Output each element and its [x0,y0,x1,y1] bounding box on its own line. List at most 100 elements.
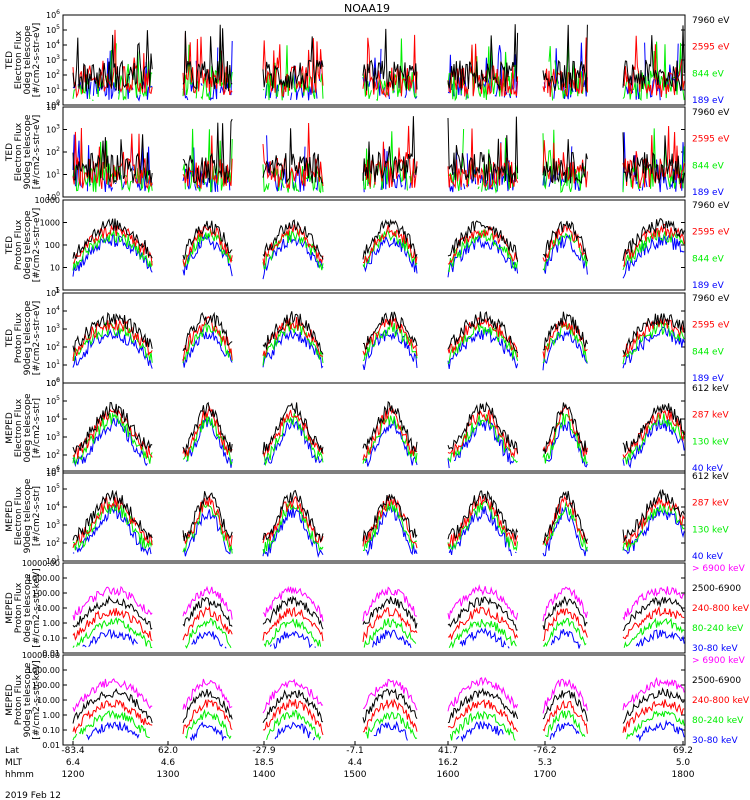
y-tick-label: 102 [46,449,60,460]
panel-frame [62,382,686,474]
legend-entry: 2500-6900 [692,676,741,686]
panel-8: MEPED Proton Flux 90deg telescope [#/cm2-s-… [5,651,750,750]
series-line [72,416,685,469]
series-line [85,719,685,743]
y-axis-label-line: 90deg telescope [23,114,33,189]
y-axis-label-line: 90deg telescope [23,300,33,375]
panel-5: MEPED Electron Flux 0deg telescope [#/cm2-s… [5,377,729,478]
legend-entry: 612 keV [692,384,729,394]
series-line [72,605,685,643]
legend: 7960 eV 2595 eV 844 eV 189 eV [692,201,730,291]
bottom-tick-label: 4.6 [161,758,176,768]
y-tick-label: 1 [55,286,60,295]
panel-2: TED Electron Flux 90deg telescope [#/cm2-s-… [5,101,730,202]
legend: 612 keV 287 keV 130 keV 40 keV [692,384,729,474]
y-tick-label: 106 [46,465,60,476]
y-axis-label: MEPED Electron Flux 90deg telescope [#/cm2-… [5,478,42,553]
y-axis-label-line: 90deg telescope [23,662,33,737]
y-axis-label-line: Electron Flux [14,30,24,89]
y-axis-label-line: 0deg telescope [23,573,33,643]
bottom-row-label: Lat [5,746,20,756]
panel-frame [62,654,686,746]
y-axis-label-line: [#/cm2-s-str-eV] [32,208,42,283]
y-axis-label-line: [#/cm2-s-str-keV] [32,660,42,739]
panel-4: TED Proton Flux 90deg telescope [#/cm2-s-st… [5,287,730,388]
y-axis-label-line: TED [5,329,15,348]
series-trace [72,122,685,190]
series-line [72,233,685,280]
panels-group: TED Electron Flux 0deg telescope [#/cm2-s-s… [5,9,750,750]
y-axis-label-line: Electron Flux [14,398,24,457]
bottom-tick-label: 1800 [672,770,695,780]
y-axis-label: MEPED Proton Flux 0deg telescope [#/cm2-s-s… [5,568,42,647]
series-trace [72,494,685,549]
series-line [72,29,685,99]
bottom-row-label: MLT [5,758,23,768]
bottom-tick-label: 18.5 [254,758,274,768]
bottom-tick-label: -7.1 [346,746,364,756]
legend: 7960 eV 2595 eV 844 eV 189 eV [692,108,730,198]
y-axis-label: TED Proton Flux 0deg telescope [#/cm2-s-str… [5,208,42,283]
date-label: 2019 Feb 12 [5,791,61,800]
legend-entry: 40 keV [692,552,724,562]
series-trace [72,617,685,649]
y-tick-label: 103 [46,124,60,135]
y-tick-label: 103 [46,323,60,334]
series-trace [72,400,685,455]
series-trace [72,228,685,273]
bottom-tick-label: 41.7 [438,746,458,756]
y-tick-label: 102 [46,146,60,157]
bottom-tick-label: 5.3 [538,758,552,768]
series-line [72,489,685,544]
y-axis-label-line: [#/cm2-s-str-eV] [32,301,42,376]
y-tick-label: 104 [46,501,60,512]
bottom-tick-label: -83.4 [61,746,85,756]
y-axis-label-line: [#/cm2-s-str-eV] [32,115,42,190]
y-axis-label: TED Electron Flux 90deg telescope [#/cm2-s-… [5,114,42,189]
series-trace [72,595,685,631]
y-axis-label: TED Proton Flux 90deg telescope [#/cm2-s-st… [5,300,42,375]
y-tick-label: 104 [46,39,60,50]
y-tick-label: 100 [46,377,60,388]
y-axis-label-line: MEPED [5,684,15,716]
y-tick-label: 103 [46,519,60,530]
legend-entry: 7960 eV [692,16,730,26]
bottom-row-label: hhmm [5,770,34,780]
bottom-axis: Lat MLT hhmm -83.4 6.4 1200 62.0 4.6 1300 -27.9 18… [5,741,695,780]
series-trace [72,218,685,262]
series-line [72,584,685,622]
series-line [72,676,685,714]
legend-entry: 30-80 keV [692,736,738,746]
y-tick-label: 105 [46,24,60,35]
series-trace [72,584,685,622]
y-axis-label-line: TED [5,51,15,70]
y-tick-label: 10000.00 [22,651,60,660]
bottom-tick-label: 16.2 [438,758,458,768]
y-tick-label: 100 [46,99,60,110]
panel-1: TED Electron Flux 0deg telescope [#/cm2-s-s… [5,9,730,110]
y-tick-label: 1000.00 [27,666,60,675]
bottom-tick-label: 5.0 [676,758,691,768]
y-axis-label-line: [#/cm2-s-str] [32,486,42,546]
y-tick-label: 102 [46,341,60,352]
y-tick-label: 10.00 [37,604,60,613]
series-trace [72,605,685,643]
series-trace [85,719,685,743]
series-trace [72,311,685,356]
y-tick-label: 101 [46,467,60,478]
y-tick-label: 101 [46,359,60,370]
y-axis-label-line: MEPED [5,592,15,624]
y-tick-label: 102 [46,69,60,80]
y-axis-label-line: Proton Flux [14,312,24,363]
series-line [72,400,685,455]
legend-entry: 80-240 keV [692,624,744,634]
y-axis-label-line: 0deg telescope [23,25,33,95]
y-tick-label: 101 [46,84,60,95]
y-tick-label: 101 [46,169,60,180]
series-line [72,708,685,741]
series-line [72,24,685,92]
y-tick-label: 0.10 [42,726,60,735]
series-line [72,687,685,724]
panel-7: MEPED Proton Flux 0deg telescope [#/cm2-s-s… [5,559,750,658]
legend-entry: 7960 eV [692,201,730,211]
